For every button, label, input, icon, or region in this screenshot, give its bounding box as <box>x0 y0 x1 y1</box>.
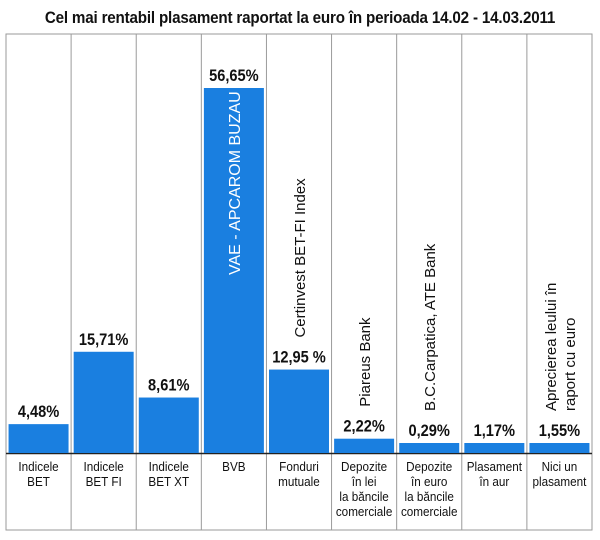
x-tick-label: Nici un <box>542 459 578 474</box>
x-tick-label: comerciale <box>336 504 393 519</box>
x-tick-label: Fonduri <box>279 459 319 474</box>
bar <box>8 424 69 453</box>
data-label: 56,65% <box>209 67 259 85</box>
data-label: 12,95 % <box>272 349 326 367</box>
bar-annotation: raport cu euro <box>562 318 579 411</box>
x-tick-label: Plasament <box>467 459 523 474</box>
x-tick-label: BET XT <box>148 474 189 489</box>
x-tick-label: Indicele <box>149 459 189 474</box>
bar <box>138 397 199 453</box>
chart-title: Cel mai rentabil plasament raportat la e… <box>44 9 556 27</box>
x-tick-label: BET <box>27 474 50 489</box>
x-tick-label: Indicele <box>84 459 124 474</box>
bar-annotation: B.C.Carpatica, ATE Bank <box>422 243 439 411</box>
bar <box>269 369 329 453</box>
x-tick-label: comerciale <box>401 504 458 519</box>
data-label: 0,29% <box>409 422 450 440</box>
bar-annotation: Piareus Bank <box>357 317 374 407</box>
bar <box>334 438 395 453</box>
x-tick-label: Depozite <box>406 459 452 474</box>
data-label: 4,48% <box>18 403 59 421</box>
x-tick-label: Depozite <box>341 459 387 474</box>
x-tick-label: Indicele <box>18 459 58 474</box>
data-label: 2,22% <box>343 418 384 436</box>
x-tick-label: BVB <box>222 459 245 474</box>
x-tick-label: în aur <box>478 474 509 489</box>
bar-annotation: Certinvest BET-FI Index <box>292 178 309 338</box>
data-label: 1,55% <box>539 422 580 440</box>
x-tick-label: mutuale <box>278 474 320 489</box>
bar-annotation: Aprecierea leului în <box>543 283 560 411</box>
bar <box>203 88 264 453</box>
data-label: 8,61% <box>148 377 189 395</box>
bar <box>464 443 525 453</box>
data-label: 1,17% <box>474 422 515 440</box>
x-tick-label: BET FI <box>86 474 122 489</box>
x-tick-label: la băncile <box>339 489 389 504</box>
x-tick-label: la băncile <box>405 489 455 504</box>
bar <box>399 443 460 453</box>
x-tick-label: în lei <box>351 474 377 489</box>
data-label: 15,71% <box>79 331 129 349</box>
bar-annotation: VAE - APCAROM BUZAU <box>227 91 244 275</box>
bar <box>73 351 134 453</box>
x-tick-label: în euro <box>410 474 447 489</box>
bar <box>529 443 590 453</box>
x-tick-label: plasament <box>532 474 586 489</box>
chart-frame <box>5 33 593 531</box>
